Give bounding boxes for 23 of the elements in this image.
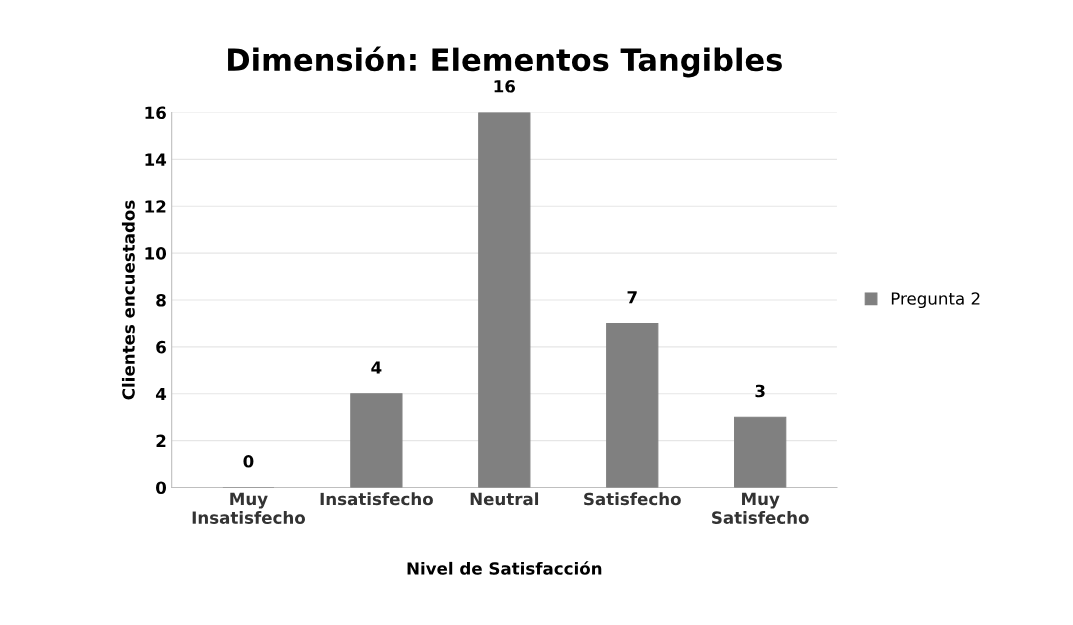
data-label: 3: [755, 384, 765, 398]
y-tick-label: 0: [156, 481, 167, 495]
x-tick-label: Neutral: [470, 492, 539, 506]
data-label: 7: [627, 291, 637, 304]
chart-title: Dimensión: Elementos Tangibles: [228, 46, 782, 78]
x-tick-label: Insatisfecho: [320, 492, 433, 506]
y-tick-label: 12: [145, 200, 166, 213]
data-label: 0: [243, 455, 254, 468]
y-axis-title: Clientes encuestados: [121, 200, 135, 400]
y-tick-label: 10: [145, 247, 167, 260]
x-tick-label: Muy Satisfecho: [712, 492, 809, 524]
x-axis-title: Nivel de Satisfacción: [407, 561, 602, 575]
legend-label: Pregunta 2: [891, 292, 980, 309]
y-tick-label: 16: [145, 106, 166, 120]
x-tick-label: Satisfecho: [584, 492, 681, 506]
y-tick-label: 6: [156, 340, 166, 354]
y-tick-label: 14: [145, 153, 167, 166]
y-tick-label: 8: [156, 293, 166, 307]
x-tick-label: Muy Insatisfecho: [192, 492, 306, 524]
data-label: 16: [494, 80, 516, 93]
y-tick-label: 2: [156, 434, 166, 447]
y-tick-label: 4: [155, 387, 167, 401]
data-label: 4: [371, 361, 382, 374]
